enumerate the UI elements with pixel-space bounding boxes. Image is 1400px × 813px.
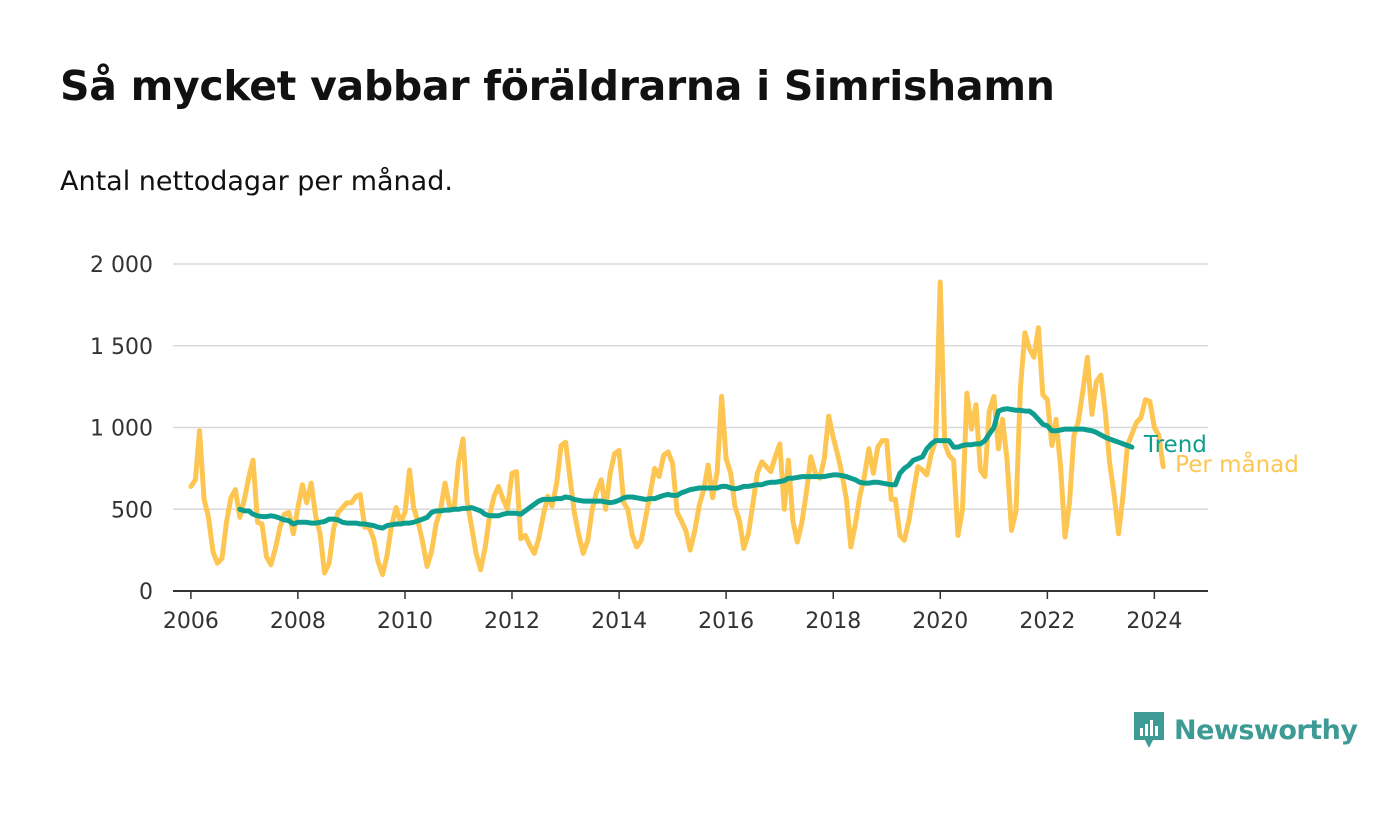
series-line-trend	[237, 406, 1135, 531]
y-tick-label: 0	[139, 580, 153, 605]
x-tick-label: 2008	[270, 609, 326, 634]
x-tick-label: 2016	[698, 609, 754, 634]
chart-title: Så mycket vabbar föräldrarna i Simrisham…	[60, 62, 1055, 110]
brand-logo: Newsworthy	[1132, 710, 1358, 750]
y-tick-label: 1 000	[90, 417, 153, 442]
x-axis: 2006 2008 2010 2012 2014 2016 2018 2020 2022 2024	[163, 590, 1208, 634]
series-label-per-mnad: Per månad	[1175, 450, 1299, 478]
chart-subtitle: Antal nettodagar per månad.	[60, 166, 453, 197]
x-tick-label: 2014	[591, 609, 647, 634]
brand-name: Newsworthy	[1174, 714, 1358, 746]
newsworthy-logo-icon	[1134, 712, 1164, 748]
series-line-per-mnad	[188, 279, 1166, 578]
x-tick-label: 2020	[912, 609, 968, 634]
y-tick-label: 500	[111, 498, 153, 523]
x-tick-label: 2010	[377, 609, 433, 634]
x-tick-label: 2012	[484, 609, 540, 634]
x-tick-label: 2022	[1019, 609, 1075, 634]
gridlines	[173, 263, 1208, 510]
y-axis-tick-labels: 0 500 1 000 1 500 2 000	[90, 253, 153, 605]
x-tick-label: 2006	[163, 609, 219, 634]
x-tick-label: 2024	[1126, 609, 1182, 634]
series-label-trend: Trend	[1143, 432, 1207, 458]
series-lines	[188, 279, 1166, 578]
y-tick-label: 1 500	[90, 335, 153, 360]
x-tick-label: 2018	[805, 609, 861, 634]
y-tick-label: 2 000	[90, 253, 153, 278]
